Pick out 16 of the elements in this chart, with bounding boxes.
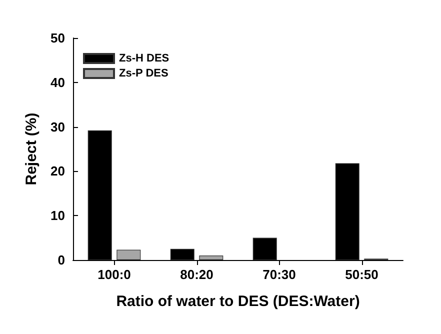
x-axis-title: Ratio of water to DES (DES:Water) <box>116 293 360 310</box>
y-axis-title: Reject (%) <box>23 112 40 186</box>
y-tick-label: 40 <box>50 74 65 90</box>
bar <box>199 256 224 260</box>
x-tick-label: 70:30 <box>262 267 296 282</box>
legend-label: Zs-H DES <box>119 52 170 64</box>
y-tick-label: 0 <box>58 252 65 268</box>
x-tick-label: 80:20 <box>180 267 214 282</box>
x-tick-label: 50:50 <box>345 267 378 282</box>
bar <box>116 250 141 260</box>
legend-label: Zs-P DES <box>119 68 168 80</box>
y-tick-label: 50 <box>50 30 65 46</box>
y-tick-label: 10 <box>50 208 65 224</box>
y-tick-label: 30 <box>50 119 65 134</box>
y-tick-label: 20 <box>50 164 65 179</box>
x-tick-label: 100:0 <box>98 267 131 282</box>
